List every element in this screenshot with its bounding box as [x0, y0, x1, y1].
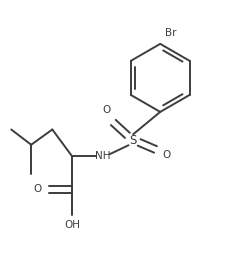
Text: O: O [102, 105, 110, 116]
Text: O: O [34, 184, 42, 194]
Text: S: S [130, 134, 137, 147]
Text: O: O [163, 150, 171, 160]
Text: Br: Br [165, 28, 177, 38]
Text: OH: OH [64, 220, 80, 230]
Text: NH: NH [95, 152, 110, 161]
